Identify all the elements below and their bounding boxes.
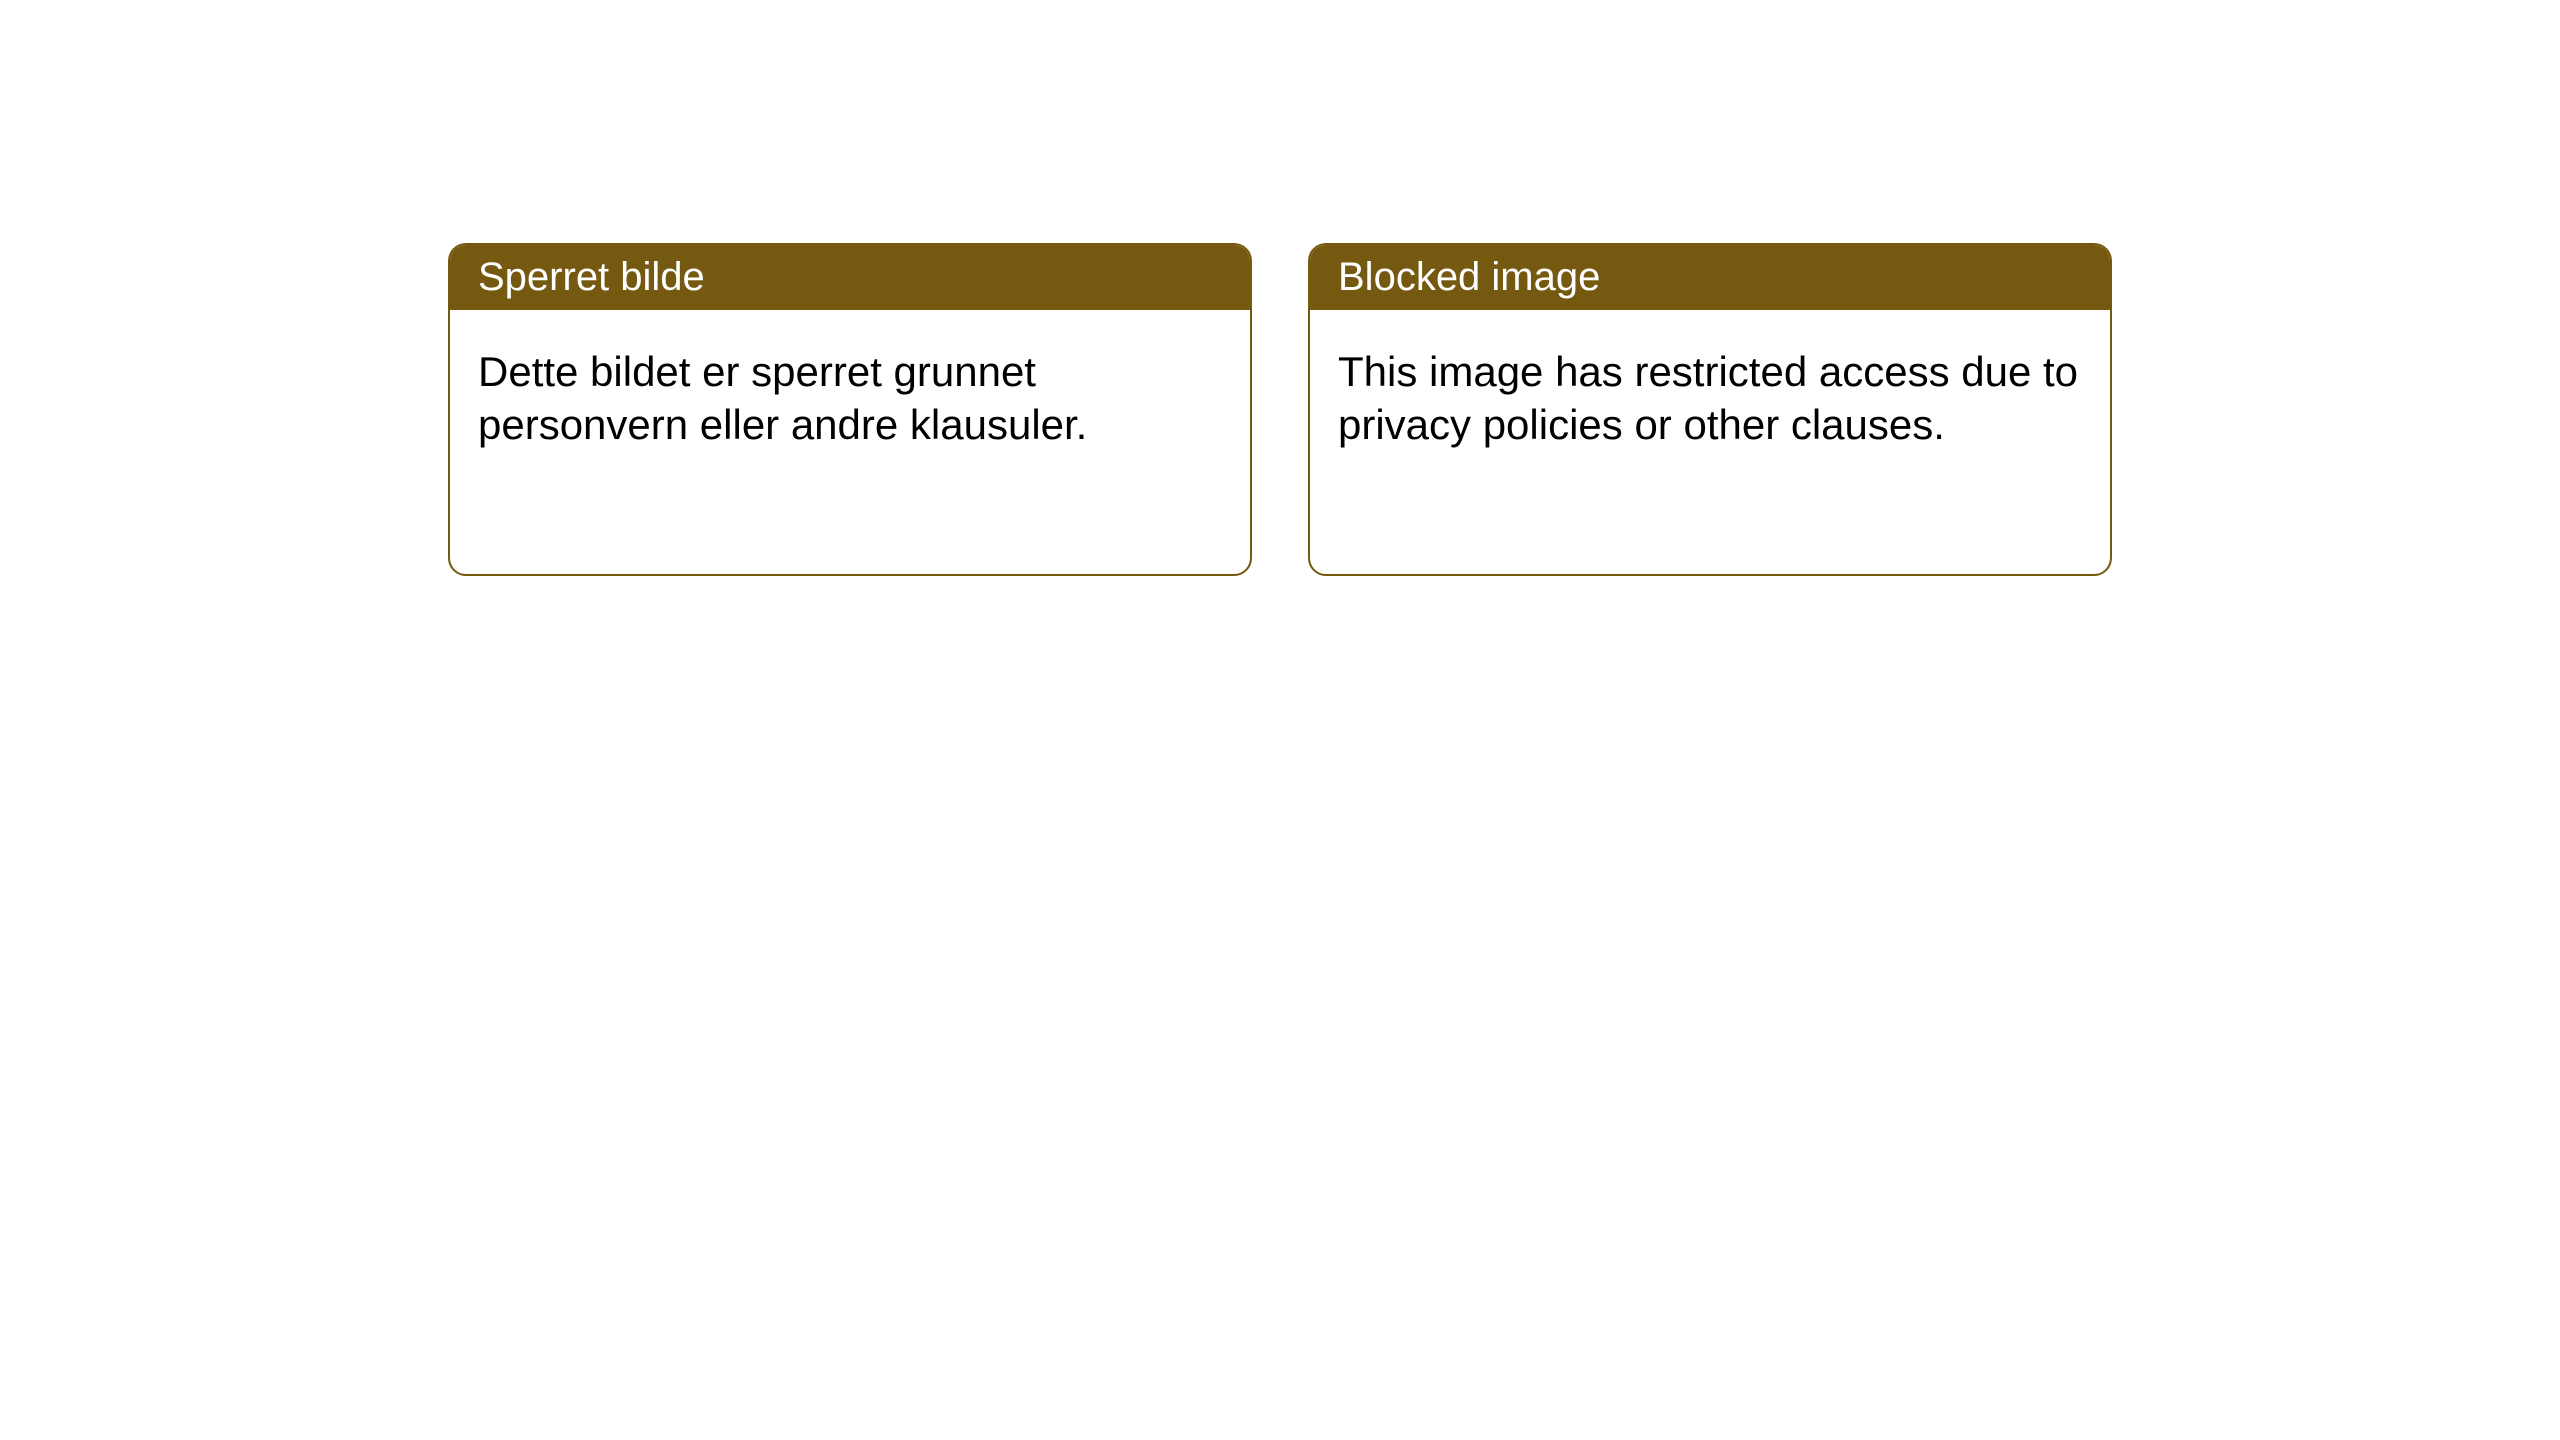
card-header-text: Blocked image [1338, 255, 1600, 299]
card-header: Sperret bilde [450, 245, 1250, 310]
card-header: Blocked image [1310, 245, 2110, 310]
blocked-image-card-english: Blocked image This image has restricted … [1308, 243, 2112, 576]
card-header-text: Sperret bilde [478, 255, 705, 299]
card-body-text: This image has restricted access due to … [1338, 348, 2078, 448]
blocked-image-card-norwegian: Sperret bilde Dette bildet er sperret gr… [448, 243, 1252, 576]
card-body: This image has restricted access due to … [1310, 310, 2110, 479]
card-body-text: Dette bildet er sperret grunnet personve… [478, 348, 1087, 448]
cards-container: Sperret bilde Dette bildet er sperret gr… [448, 243, 2112, 576]
card-body: Dette bildet er sperret grunnet personve… [450, 310, 1250, 479]
